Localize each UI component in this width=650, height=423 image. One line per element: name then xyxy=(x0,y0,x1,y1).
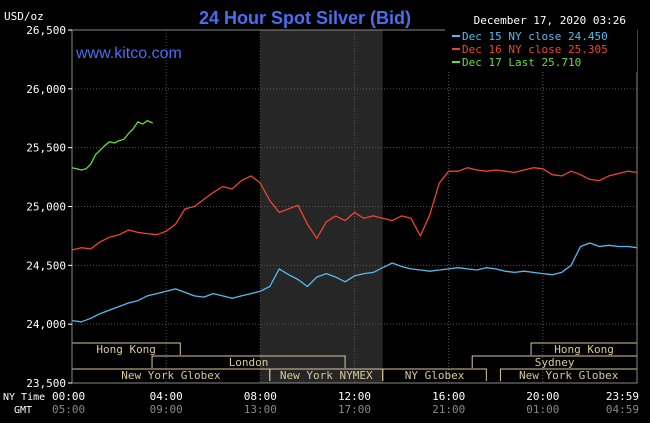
x-tick-label-gmt-5: 01:00 xyxy=(526,403,559,416)
series-line-0 xyxy=(71,242,638,323)
session-label-5: New York NYMEX xyxy=(280,369,373,382)
y-tick-label-2: 25,500 xyxy=(26,142,66,155)
series-line-1 xyxy=(71,167,638,251)
x-tick-label-gmt-6: 04:59 xyxy=(606,403,639,416)
x-tick-label-ny-4: 16:00 xyxy=(432,390,465,403)
legend-box xyxy=(445,28,637,72)
ny-time-row-label: NY Time xyxy=(3,392,45,403)
legend-entry-0: Dec 15 NY close 24.450 xyxy=(462,30,608,43)
session-label-2: London xyxy=(229,356,269,369)
y-tick-label-0: 26,500 xyxy=(26,24,66,37)
y-tick-label-1: 26,000 xyxy=(26,83,66,96)
y-tick-label-6: 23,500 xyxy=(26,377,66,390)
series-lines xyxy=(71,119,638,323)
x-tick-label-gmt-2: 13:00 xyxy=(244,403,277,416)
session-bracket-6 xyxy=(382,368,487,381)
legend-entry-1: Dec 16 NY close 25.305 xyxy=(462,43,608,56)
y-tick-label-3: 25,000 xyxy=(26,201,66,214)
y-axis: 26,500 26,000 25,500 25,000 24,500 24,000 23,5… xyxy=(26,24,72,390)
y-tick-label-4: 24,500 xyxy=(26,259,66,272)
timestamp: December 17, 2020 03:26 xyxy=(474,14,626,27)
series-line-2 xyxy=(71,119,153,171)
x-tick-label-ny-3: 12:00 xyxy=(338,390,371,403)
x-tick-label-ny-5: 20:00 xyxy=(526,390,559,403)
x-tick-label-ny-6: 23:59 xyxy=(606,390,639,403)
session-label-0: Hong Kong xyxy=(96,343,156,356)
gmt-row-label: GMT xyxy=(14,405,32,416)
chart-title: 24 Hour Spot Silver (Bid) xyxy=(199,8,411,28)
legend-entry-2: Dec 17 Last 25.710 xyxy=(462,56,581,69)
x-tick-label-ny-1: 04:00 xyxy=(150,390,183,403)
x-tick-label-gmt-3: 17:00 xyxy=(338,403,371,416)
session-label-3: Sydney xyxy=(535,356,575,369)
x-tick-label-gmt-0: 05:00 xyxy=(52,403,85,416)
y-tick-label-5: 24,000 xyxy=(26,318,66,331)
x-tick-label-ny-2: 08:00 xyxy=(244,390,277,403)
site-watermark: www.kitco.com xyxy=(75,45,182,62)
session-label-1: Hong Kong xyxy=(554,343,614,356)
session-label-7: New York Globex xyxy=(519,369,619,382)
session-label-4: New York Globex xyxy=(121,369,221,382)
x-tick-label-gmt-4: 21:00 xyxy=(432,403,465,416)
x-tick-label-gmt-1: 09:00 xyxy=(150,403,183,416)
y-axis-label: USD/oz xyxy=(4,10,44,23)
x-tick-label-ny-0: 00:00 xyxy=(52,390,85,403)
session-label-6: NY Globex xyxy=(405,369,465,382)
session-bracket-2 xyxy=(151,355,346,368)
